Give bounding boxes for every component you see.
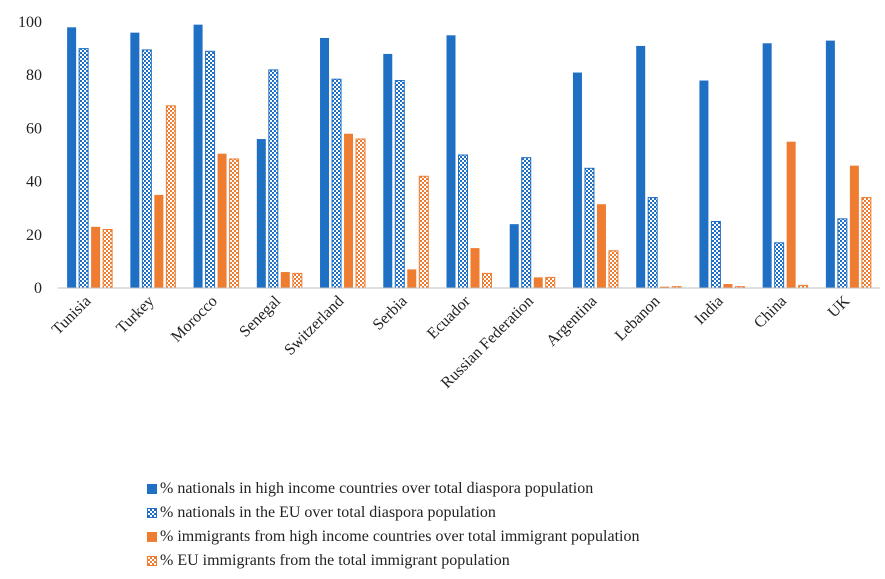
bar bbox=[268, 69, 279, 289]
bar bbox=[837, 218, 848, 289]
bar bbox=[723, 284, 733, 288]
bar bbox=[193, 24, 203, 288]
bar bbox=[647, 197, 658, 289]
bar bbox=[545, 276, 556, 289]
y-tick-label: 0 bbox=[34, 280, 42, 297]
bar bbox=[394, 80, 405, 289]
x-tick-label: Switzerland bbox=[281, 293, 347, 359]
legend-label: % nationals in the EU over total diaspor… bbox=[160, 504, 496, 521]
x-tick-label: Tunisia bbox=[49, 293, 95, 339]
bar bbox=[344, 133, 354, 288]
x-tick-label: Turkey bbox=[113, 293, 157, 337]
y-tick-label: 80 bbox=[26, 67, 42, 84]
bar bbox=[292, 272, 303, 289]
bar bbox=[67, 27, 77, 288]
legend-label: % immigrants from high income countries … bbox=[160, 528, 640, 545]
bar bbox=[418, 175, 429, 289]
bar bbox=[509, 224, 519, 288]
bar bbox=[608, 250, 619, 289]
bar bbox=[165, 105, 176, 289]
bar bbox=[280, 272, 290, 288]
bar bbox=[102, 228, 113, 289]
bar bbox=[710, 221, 721, 289]
x-tick-label: Senegal bbox=[236, 292, 284, 340]
bar bbox=[762, 43, 772, 288]
legend-swatch-checker-orange-icon bbox=[147, 556, 157, 566]
legend-label: % EU immigrants from the total immigrant… bbox=[160, 552, 510, 569]
bar bbox=[91, 226, 101, 288]
x-tick-label: Serbia bbox=[370, 293, 411, 334]
bar bbox=[355, 138, 366, 289]
bar bbox=[130, 32, 140, 288]
x-tick-label: Argentina bbox=[543, 293, 600, 350]
bar bbox=[584, 167, 595, 289]
x-tick-label: China bbox=[751, 293, 790, 332]
bar bbox=[205, 50, 216, 289]
bar bbox=[596, 204, 606, 288]
legend: % nationals in high income countries ove… bbox=[147, 477, 639, 573]
bar bbox=[331, 78, 342, 289]
bars-group bbox=[67, 24, 872, 289]
bar bbox=[861, 197, 872, 289]
bar bbox=[383, 53, 393, 288]
legend-item-high-income-nationals: % nationals in high income countries ove… bbox=[147, 477, 639, 501]
bar bbox=[482, 272, 492, 289]
bar bbox=[774, 242, 785, 289]
x-tick-label: India bbox=[691, 293, 726, 328]
bar bbox=[849, 165, 859, 288]
bar bbox=[572, 72, 582, 288]
x-tick-label: Ecuador bbox=[424, 292, 474, 342]
legend-label: % nationals in high income countries ove… bbox=[160, 480, 594, 497]
y-tick-label: 60 bbox=[26, 120, 42, 137]
bar bbox=[320, 37, 330, 289]
y-tick-label: 20 bbox=[26, 227, 42, 244]
bar bbox=[470, 248, 480, 288]
y-axis-ticks: 0 20 40 60 80 100 bbox=[18, 14, 42, 297]
legend-swatch-solid-orange-icon bbox=[147, 532, 157, 542]
y-tick-label: 100 bbox=[18, 14, 42, 31]
bar bbox=[229, 158, 240, 289]
legend-item-high-income-immigrants: % immigrants from high income countries … bbox=[147, 525, 639, 549]
legend-item-eu-immigrants: % EU immigrants from the total immigrant… bbox=[147, 549, 639, 573]
bar bbox=[141, 49, 152, 289]
bar bbox=[533, 277, 543, 288]
bar bbox=[660, 286, 670, 288]
bar bbox=[521, 157, 532, 289]
x-tick-label: UK bbox=[825, 292, 854, 321]
bar bbox=[786, 141, 796, 288]
bar bbox=[217, 153, 227, 288]
bar bbox=[825, 40, 835, 289]
bar bbox=[446, 35, 456, 288]
legend-swatch-solid-blue-icon bbox=[147, 484, 157, 494]
x-tick-label: Morocco bbox=[168, 293, 221, 346]
x-tick-label: Lebanon bbox=[612, 293, 664, 345]
bar bbox=[699, 80, 709, 289]
bar bbox=[636, 45, 646, 288]
bar bbox=[154, 194, 164, 288]
bar bbox=[407, 269, 417, 288]
legend-swatch-checker-blue-icon bbox=[147, 508, 157, 518]
legend-item-eu-nationals: % nationals in the EU over total diaspor… bbox=[147, 501, 639, 525]
bar bbox=[78, 48, 89, 289]
bar bbox=[458, 154, 468, 289]
bar bbox=[256, 139, 266, 288]
y-tick-label: 40 bbox=[26, 174, 42, 191]
